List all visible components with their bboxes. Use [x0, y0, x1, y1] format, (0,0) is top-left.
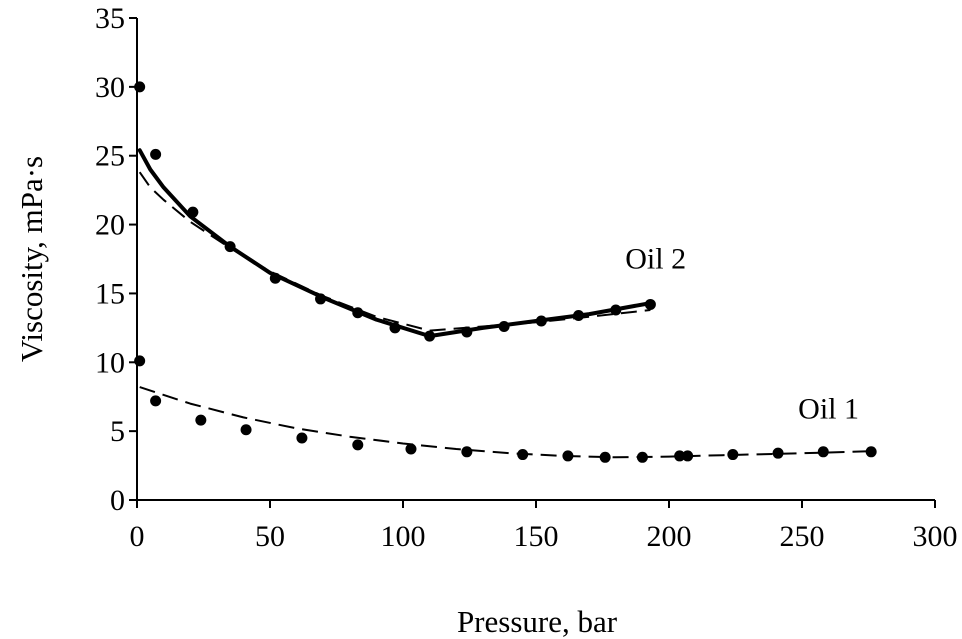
oil-2-data-point: [315, 293, 327, 305]
oil-1-data-point: [562, 450, 574, 462]
x-tick-label: 50: [255, 520, 285, 553]
oil-2-data-point: [573, 309, 585, 321]
series-label-oil-1: Oil 1: [798, 393, 859, 426]
oil-2-data-point: [424, 330, 436, 342]
oil-1-data-point: [352, 439, 364, 451]
x-tick-label: 200: [647, 520, 692, 553]
y-tick-label: 0: [110, 484, 125, 517]
oil-1-data-point: [134, 355, 146, 367]
x-tick-label: 100: [381, 520, 426, 553]
x-tick-label: 250: [780, 520, 825, 553]
x-tick-label: 150: [514, 520, 559, 553]
oil-2-data-point: [134, 81, 146, 93]
oil-2-data-point: [389, 322, 401, 334]
oil-2-data-point: [644, 298, 656, 310]
series-points: [134, 81, 877, 463]
oil-2-solid-line: [137, 148, 653, 339]
x-axis-label: Pressure, bar: [457, 604, 618, 639]
series-label-oil-2: Oil 2: [625, 243, 686, 276]
oil-2-data-point: [187, 206, 199, 218]
oil-2-data-point: [498, 320, 510, 332]
oil-1-data-point: [772, 447, 784, 459]
y-tick-label: 20: [95, 209, 125, 242]
oil-1-data-point: [405, 443, 417, 455]
oil-1-data-point: [150, 395, 162, 407]
y-tick-label: 35: [95, 2, 125, 35]
y-ticks: 0 5 10 15 20 25 30 35: [95, 2, 137, 517]
oil-2-data-point: [224, 241, 236, 253]
oil-1-data-point: [599, 451, 611, 463]
oil-1-data-point: [296, 432, 308, 444]
oil-2-data-point: [610, 304, 622, 316]
oil-2-dashed-line: [138, 171, 651, 332]
series-lines: [137, 148, 872, 459]
y-tick-label: 15: [95, 277, 125, 310]
oil-1-data-point: [240, 424, 252, 436]
x-ticks: 0 50 100 150 200 250 300: [130, 500, 958, 553]
oil-2-data-point: [461, 326, 473, 338]
annotations: Oil 2 Oil 1: [625, 243, 859, 426]
y-tick-label: 10: [95, 346, 125, 379]
oil-1-data-point: [461, 446, 473, 458]
oil-2-data-point: [150, 148, 162, 160]
oil-1-dashed-line: [139, 386, 872, 459]
y-tick-label: 25: [95, 140, 125, 173]
oil-1-data-point: [817, 446, 829, 458]
oil-2-data-point: [535, 315, 547, 327]
oil-1-data-point: [674, 450, 686, 462]
x-tick-label: 0: [130, 520, 145, 553]
y-tick-label: 30: [95, 71, 125, 104]
oil-1-data-point: [682, 450, 694, 462]
oil-1-data-point: [195, 414, 207, 426]
oil-1-data-point: [636, 451, 648, 463]
y-tick-label: 5: [110, 415, 125, 448]
oil-1-data-point: [727, 449, 739, 461]
y-axis-label: Viscosity, mPa·s: [14, 156, 49, 362]
oil-2-data-point: [352, 307, 364, 319]
oil-1-data-point: [517, 449, 529, 461]
x-tick-label: 300: [913, 520, 958, 553]
oil-2-data-point: [269, 272, 281, 284]
oil-1-data-point: [865, 446, 877, 458]
